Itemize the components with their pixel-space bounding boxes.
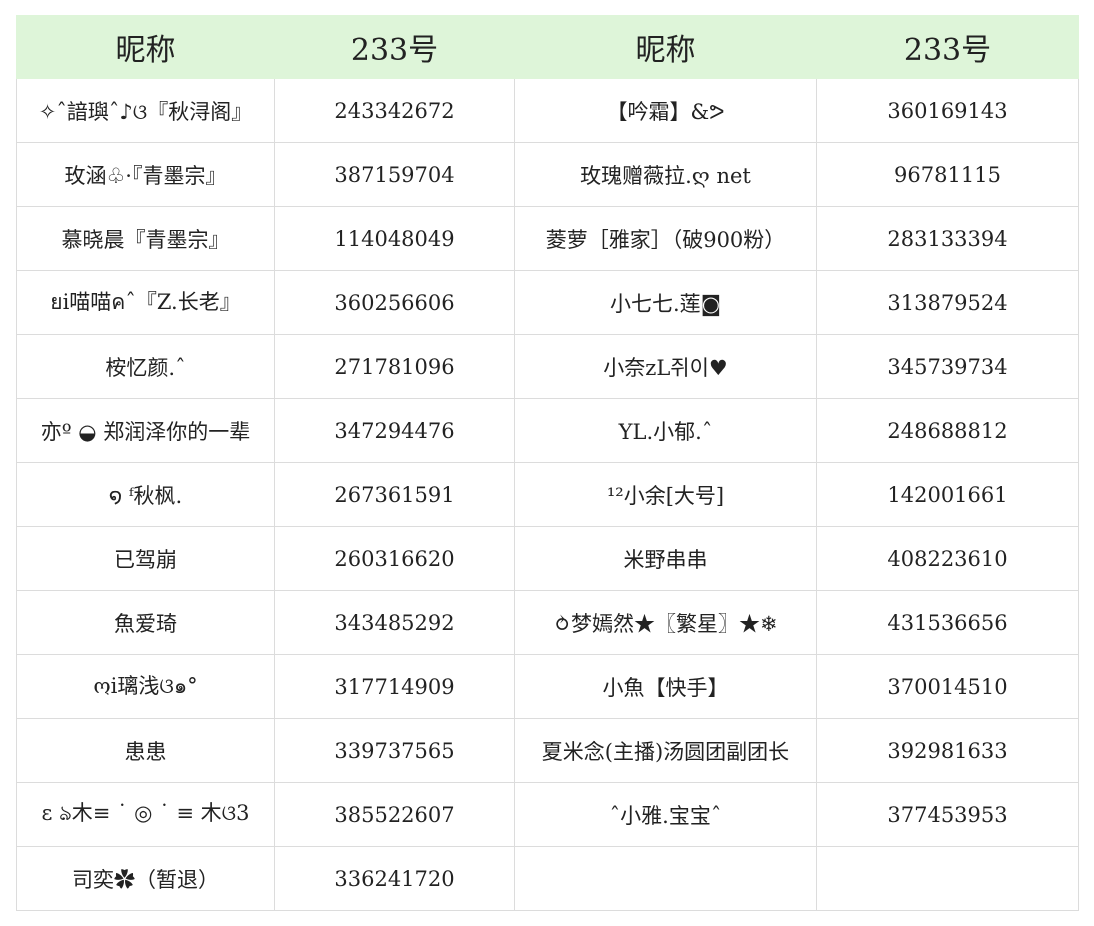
nickname-cell: 玫涵♧·『青墨宗』 — [16, 142, 275, 207]
nickname-cell: 小魚【快手】 — [514, 654, 817, 719]
table-row: 慕晓晨『青墨宗』 114048049 菱萝［雅家］（破900粉） 283133394 — [16, 206, 1079, 271]
table-row: 已驾崩 260316620 米野串串 408223610 — [16, 526, 1079, 591]
table-body: ✧ˆ諳璵ˆ♪ଓ『秋浔阁』 243342672 【吟霜】&ᕗ 360169143 玫涵♧·… — [16, 78, 1079, 911]
header-cell: 昵称 — [16, 15, 275, 79]
nickname-cell: 菱萝［雅家］（破900粉） — [514, 206, 817, 271]
id-cell: 142001661 — [816, 462, 1079, 527]
nickname-cell: ⥁梦嫣然★〖繁星〗★❄ — [514, 590, 817, 655]
nickname-cell: 慕晓晨『青墨宗』 — [16, 206, 275, 271]
empty-cell — [514, 846, 817, 911]
nickname-cell: 桉忆颜.ˆ — [16, 334, 275, 399]
nickname-table: 昵称 233号 昵称 233号 ✧ˆ諳璵ˆ♪ଓ『秋浔阁』 243342672 【吟霜】&ᕗ… — [16, 15, 1079, 911]
id-cell: 248688812 — [816, 398, 1079, 463]
table-row: 司奕✿（暂退） 336241720 — [16, 846, 1079, 911]
nickname-cell: 患患 — [16, 718, 275, 783]
id-cell: 243342672 — [274, 78, 515, 143]
table-row: 魚爱琦 343485292 ⥁梦嫣然★〖繁星〗★❄ 431536656 — [16, 590, 1079, 655]
nickname-cell: 夏米念(主播)汤圆团副团长 — [514, 718, 817, 783]
id-cell: 267361591 — [274, 462, 515, 527]
id-cell: 347294476 — [274, 398, 515, 463]
nickname-cell: 已驾崩 — [16, 526, 275, 591]
nickname-cell: 魚爱琦 — [16, 590, 275, 655]
id-cell: 317714909 — [274, 654, 515, 719]
nickname-cell: 司奕✿（暂退） — [16, 846, 275, 911]
table-row: ოi璃浅ଓ๑° 317714909 小魚【快手】 370014510 — [16, 654, 1079, 719]
nickname-cell: ოi璃浅ଓ๑° — [16, 654, 275, 719]
table-row: ✧ˆ諳璵ˆ♪ଓ『秋浔阁』 243342672 【吟霜】&ᕗ 360169143 — [16, 78, 1079, 143]
table-row: 玫涵♧·『青墨宗』 387159704 玫瑰赠薇拉.ღ net 96781115 — [16, 142, 1079, 207]
id-cell: 336241720 — [274, 846, 515, 911]
id-cell: 370014510 — [816, 654, 1079, 719]
id-cell: 385522607 — [274, 782, 515, 847]
header-cell: 昵称 — [514, 15, 817, 79]
id-cell: 313879524 — [816, 270, 1079, 335]
id-cell: 345739734 — [816, 334, 1079, 399]
id-cell: 392981633 — [816, 718, 1079, 783]
id-cell: 96781115 — [816, 142, 1079, 207]
nickname-cell: YL.小郁.ˆ — [514, 398, 817, 463]
header-cell: 233号 — [274, 15, 515, 79]
table-row: ໑ ᶠ秋枫. 267361591 ¹²小余[大号] 142001661 — [16, 462, 1079, 527]
empty-cell — [816, 846, 1079, 911]
nickname-cell: ¹²小余[大号] — [514, 462, 817, 527]
id-cell: 339737565 — [274, 718, 515, 783]
nickname-cell: 小奈zL쥐이♥ — [514, 334, 817, 399]
table-row: 亦º ◒ 郑润泽你的一辈 347294476 YL.小郁.ˆ 248688812 — [16, 398, 1079, 463]
nickname-cell: ✧ˆ諳璵ˆ♪ଓ『秋浔阁』 — [16, 78, 275, 143]
id-cell: 343485292 — [274, 590, 515, 655]
nickname-cell: ˆ小雅.宝宝ˆ — [514, 782, 817, 847]
nickname-cell: ยi喵喵คˆ『Z.长老』 — [16, 270, 275, 335]
id-cell: 431536656 — [816, 590, 1079, 655]
id-cell: 283133394 — [816, 206, 1079, 271]
table-row: ɛ ঌ木≡ ˙ ◎ ˙ ≡ 木ଓ3 385522607 ˆ小雅.宝宝ˆ 3774539… — [16, 782, 1079, 847]
nickname-cell: 亦º ◒ 郑润泽你的一辈 — [16, 398, 275, 463]
id-cell: 377453953 — [816, 782, 1079, 847]
nickname-cell: 玫瑰赠薇拉.ღ net — [514, 142, 817, 207]
header-row: 昵称 233号 昵称 233号 — [16, 15, 1079, 79]
id-cell: 387159704 — [274, 142, 515, 207]
nickname-cell: 米野串串 — [514, 526, 817, 591]
table-row: 桉忆颜.ˆ 271781096 小奈zL쥐이♥ 345739734 — [16, 334, 1079, 399]
header-cell: 233号 — [816, 15, 1079, 79]
id-cell: 408223610 — [816, 526, 1079, 591]
nickname-cell: ໑ ᶠ秋枫. — [16, 462, 275, 527]
id-cell: 260316620 — [274, 526, 515, 591]
id-cell: 114048049 — [274, 206, 515, 271]
nickname-cell: 小七七.莲◙ — [514, 270, 817, 335]
nickname-cell: 【吟霜】&ᕗ — [514, 78, 817, 143]
id-cell: 360256606 — [274, 270, 515, 335]
id-cell: 271781096 — [274, 334, 515, 399]
table-row: ยi喵喵คˆ『Z.长老』 360256606 小七七.莲◙ 313879524 — [16, 270, 1079, 335]
nickname-cell: ɛ ঌ木≡ ˙ ◎ ˙ ≡ 木ଓ3 — [16, 782, 275, 847]
table-row: 患患 339737565 夏米念(主播)汤圆团副团长 392981633 — [16, 718, 1079, 783]
id-cell: 360169143 — [816, 78, 1079, 143]
